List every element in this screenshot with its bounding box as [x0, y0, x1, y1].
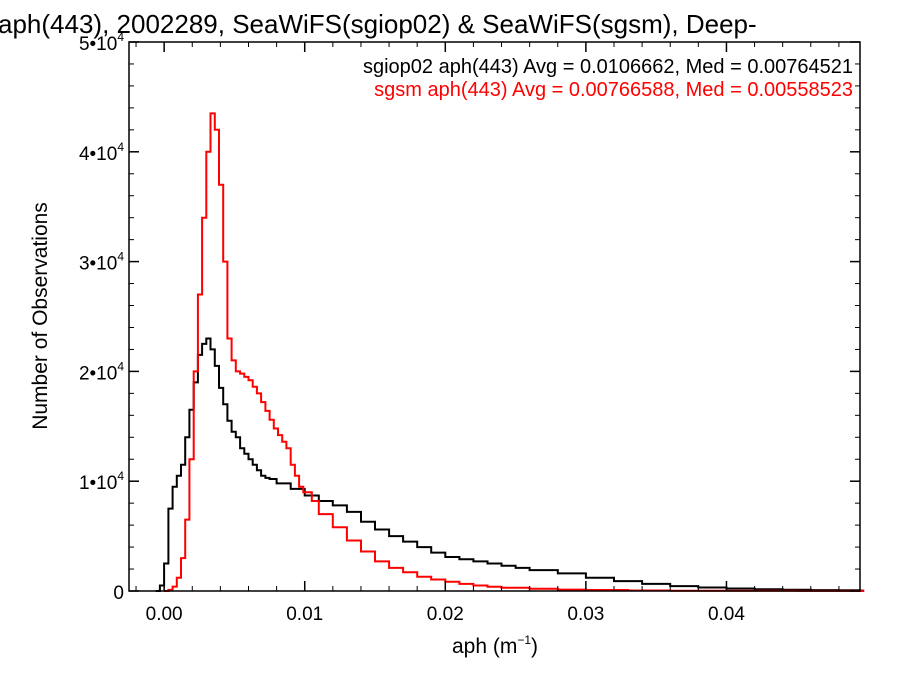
y-tick-label-3: 3•104: [79, 250, 124, 275]
y-tick-label-4: 4•104: [79, 140, 124, 165]
y-axis-label: Number of Observations: [29, 202, 52, 430]
y-tick-label-exponent-4: 4: [117, 140, 124, 154]
y-tick-label-5: 5•104: [79, 30, 124, 55]
tick-layer: 0.00 0.01 0.02 0.03 0.0401•1042•1043•1044•10…: [79, 30, 860, 625]
y-tick-label-exponent-3: 4: [117, 250, 124, 264]
y-tick-label-1: 1•104: [79, 469, 124, 494]
x-tick-label-2: 0.02: [427, 604, 464, 625]
y-tick-label-base-1: 1•10: [79, 473, 117, 494]
x-tick-label-0: 0.00: [146, 604, 183, 625]
legend-sgiop02: sgiop02 aph(443) Avg = 0.0106662, Med = …: [363, 56, 853, 78]
series-layer: [155, 112, 865, 592]
y-tick-label-0: 0: [113, 583, 124, 604]
x-axis-label-close: ): [531, 635, 538, 658]
plot-frame: [128, 41, 861, 592]
y-tick-label-base-3: 3•10: [79, 254, 117, 275]
y-tick-label-exponent-2: 4: [117, 359, 124, 373]
y-tick-label-base-5: 5•10: [79, 34, 117, 55]
x-axis-label-base: aph (m: [452, 635, 517, 658]
y-tick-label-base-0: 0: [113, 583, 124, 604]
x-axis-label-exponent: −1: [517, 633, 531, 647]
x-tick-label-3: 0.03: [567, 604, 604, 625]
y-tick-label-exponent-1: 4: [117, 469, 124, 483]
y-tick-label-exponent-5: 4: [117, 30, 124, 44]
series-line-1: [164, 112, 865, 592]
y-tick-label-base-2: 2•10: [79, 363, 117, 384]
x-tick-label-4: 0.04: [708, 604, 745, 625]
y-tick-label-base-4: 4•10: [79, 144, 117, 165]
y-tick-label-2: 2•104: [79, 359, 124, 384]
legend-sgsm: sgsm aph(443) Avg = 0.00766588, Med = 0.…: [374, 79, 853, 101]
x-axis-label: aph (m−1): [452, 633, 538, 658]
x-tick-label-1: 0.01: [286, 604, 323, 625]
chart-title: aph(443), 2002289, SeaWiFS(sgiop02) & Se…: [0, 9, 757, 39]
series-line-0: [155, 337, 865, 592]
